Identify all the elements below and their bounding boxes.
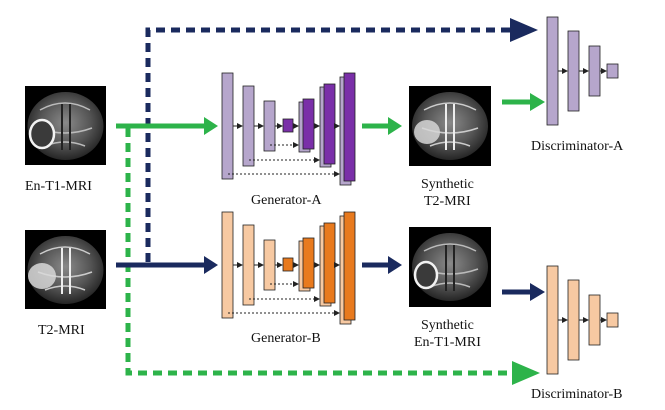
input-image-en-t1-mri [25,86,106,165]
discriminator-b-network [546,265,619,375]
synthetic-t2-mri-image [409,86,491,166]
label-synthetic-t2-line1: Synthetic [421,177,474,192]
label-t2-mri: T2-MRI [38,323,85,338]
label-discriminator-a: Discriminator-A [531,139,624,154]
label-discriminator-b: Discriminator-B [531,387,622,402]
label-generator-b: Generator-B [251,331,321,346]
dashed-path-to-discriminator-b [125,128,512,376]
arrowhead-t2-to-generator-b [204,256,218,274]
input-image-t2-mri [25,230,106,309]
label-synthetic-t1-line2: En-T1-MRI [414,335,481,350]
generator-b-network [221,211,356,325]
discriminator-a-network [546,16,619,126]
label-generator-a: Generator-A [251,193,322,208]
arrowhead-generator-b-to-synthetic-t1 [388,256,402,274]
arrowhead-to-discriminator-a [530,93,545,111]
arrowhead-t1-to-generator-a [204,117,218,135]
label-en-t1-mri: En-T1-MRI [25,179,92,194]
arrowhead-to-discriminator-b [530,283,545,301]
label-synthetic-t2-line2: T2-MRI [424,194,471,209]
dashed-path-to-discriminator-a [145,27,510,262]
synthetic-en-t1-mri-image [409,227,491,307]
label-synthetic-t1-line1: Synthetic [421,318,474,333]
generator-a-network [221,72,356,186]
arrowhead-generator-a-to-synthetic-t2 [388,117,402,135]
dashed-arrowhead-discriminator-b [512,361,540,385]
dashed-arrowhead-discriminator-a [510,18,538,42]
